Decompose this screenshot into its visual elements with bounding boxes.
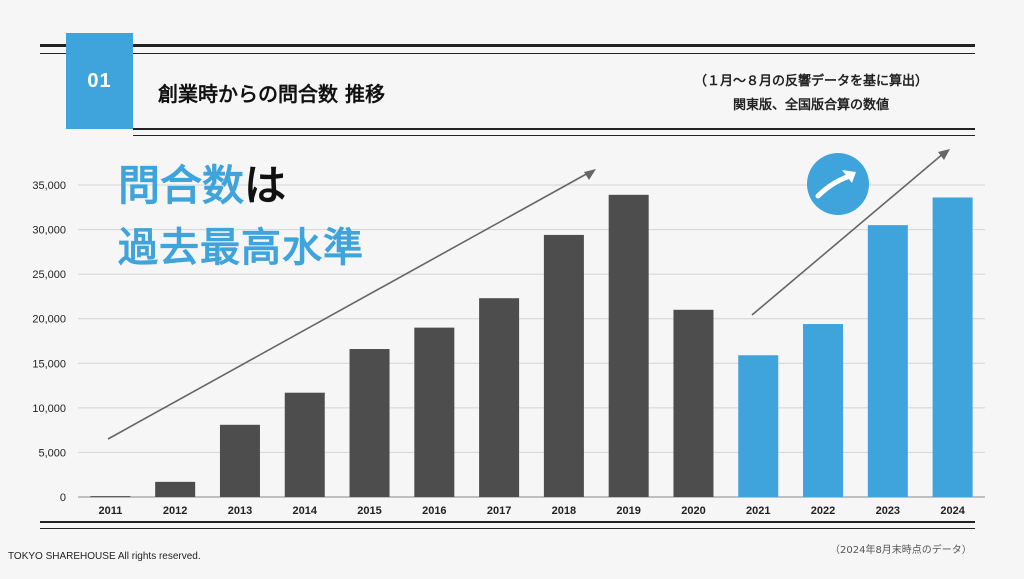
bottom-rule-upper <box>40 521 975 523</box>
data-date-note: （2024年8月末時点のデータ） <box>830 545 972 556</box>
data-note-line2: 関東版、全国版合算の数値 <box>732 98 889 113</box>
bar-2015 <box>349 349 390 497</box>
bar-2019 <box>608 194 649 497</box>
bottom-rule-lower <box>40 528 975 529</box>
bar-2012 <box>155 481 196 497</box>
trend-arrow-left-head <box>584 169 596 180</box>
y-tick-label: 5,000 <box>38 447 66 459</box>
x-tick-label: 2011 <box>98 505 122 517</box>
bar-2022 <box>803 324 844 497</box>
x-tick-label: 2015 <box>357 505 381 517</box>
x-tick-label: 2024 <box>940 505 965 517</box>
x-tick-label: 2023 <box>876 505 900 517</box>
trend-arrow-left <box>107 171 591 440</box>
x-tick-label: 2018 <box>552 505 576 517</box>
y-tick-label: 30,000 <box>32 225 66 237</box>
x-tick-label: 2016 <box>422 505 446 517</box>
y-tick-label: 10,000 <box>32 403 66 415</box>
data-note: （１月〜８月の反響データを基に算出） 関東版、全国版合算の数値 <box>694 70 928 118</box>
bar-2023 <box>867 225 908 497</box>
x-tick-label: 2014 <box>293 505 318 517</box>
slide-title: 創業時からの問合数 推移 <box>158 82 385 106</box>
y-tick-label: 20,000 <box>32 314 66 326</box>
y-tick-label: 0 <box>60 492 66 504</box>
x-tick-label: 2013 <box>228 505 252 517</box>
trend-arrow-right <box>751 152 945 316</box>
x-tick-label: 2017 <box>487 505 511 517</box>
copyright-text: TOKYO SHAREHOUSE All rights reserved. <box>8 551 201 562</box>
headline-line2: 過去最高水準 <box>118 225 364 271</box>
x-tick-label: 2019 <box>616 505 640 517</box>
y-tick-label: 15,000 <box>32 358 66 370</box>
section-number-badge: 01 <box>66 33 133 129</box>
headline: 問合数は 過去最高水準 <box>118 155 364 279</box>
y-tick-label: 25,000 <box>32 269 66 281</box>
trend-up-arrow-icon <box>807 153 869 215</box>
headline-line1: 問合数は <box>118 155 364 217</box>
top-rule-lower <box>40 53 975 54</box>
bar-2018 <box>543 234 584 498</box>
data-note-line1: （１月〜８月の反響データを基に算出） <box>693 74 928 89</box>
x-tick-label: 2012 <box>163 505 187 517</box>
x-tick-label: 2020 <box>681 505 705 517</box>
title-rule-lower <box>133 135 975 136</box>
bar-2016 <box>414 327 455 497</box>
bar-2024 <box>932 197 973 498</box>
bar-2014 <box>284 392 325 497</box>
y-tick-label: 35,000 <box>32 180 66 192</box>
headline-particle: は <box>244 161 287 210</box>
bar-2017 <box>479 298 520 497</box>
trend-arrow-right-head <box>938 149 950 160</box>
headline-keyword: 問合数 <box>118 161 245 210</box>
title-rule-upper <box>133 128 975 130</box>
bar-2011 <box>90 496 131 498</box>
bar-2013 <box>219 424 260 497</box>
bar-2020 <box>673 309 714 497</box>
top-rule-upper <box>40 44 975 47</box>
x-tick-label: 2021 <box>746 505 770 517</box>
bar-2021 <box>738 355 779 497</box>
x-tick-label: 2022 <box>811 505 835 517</box>
